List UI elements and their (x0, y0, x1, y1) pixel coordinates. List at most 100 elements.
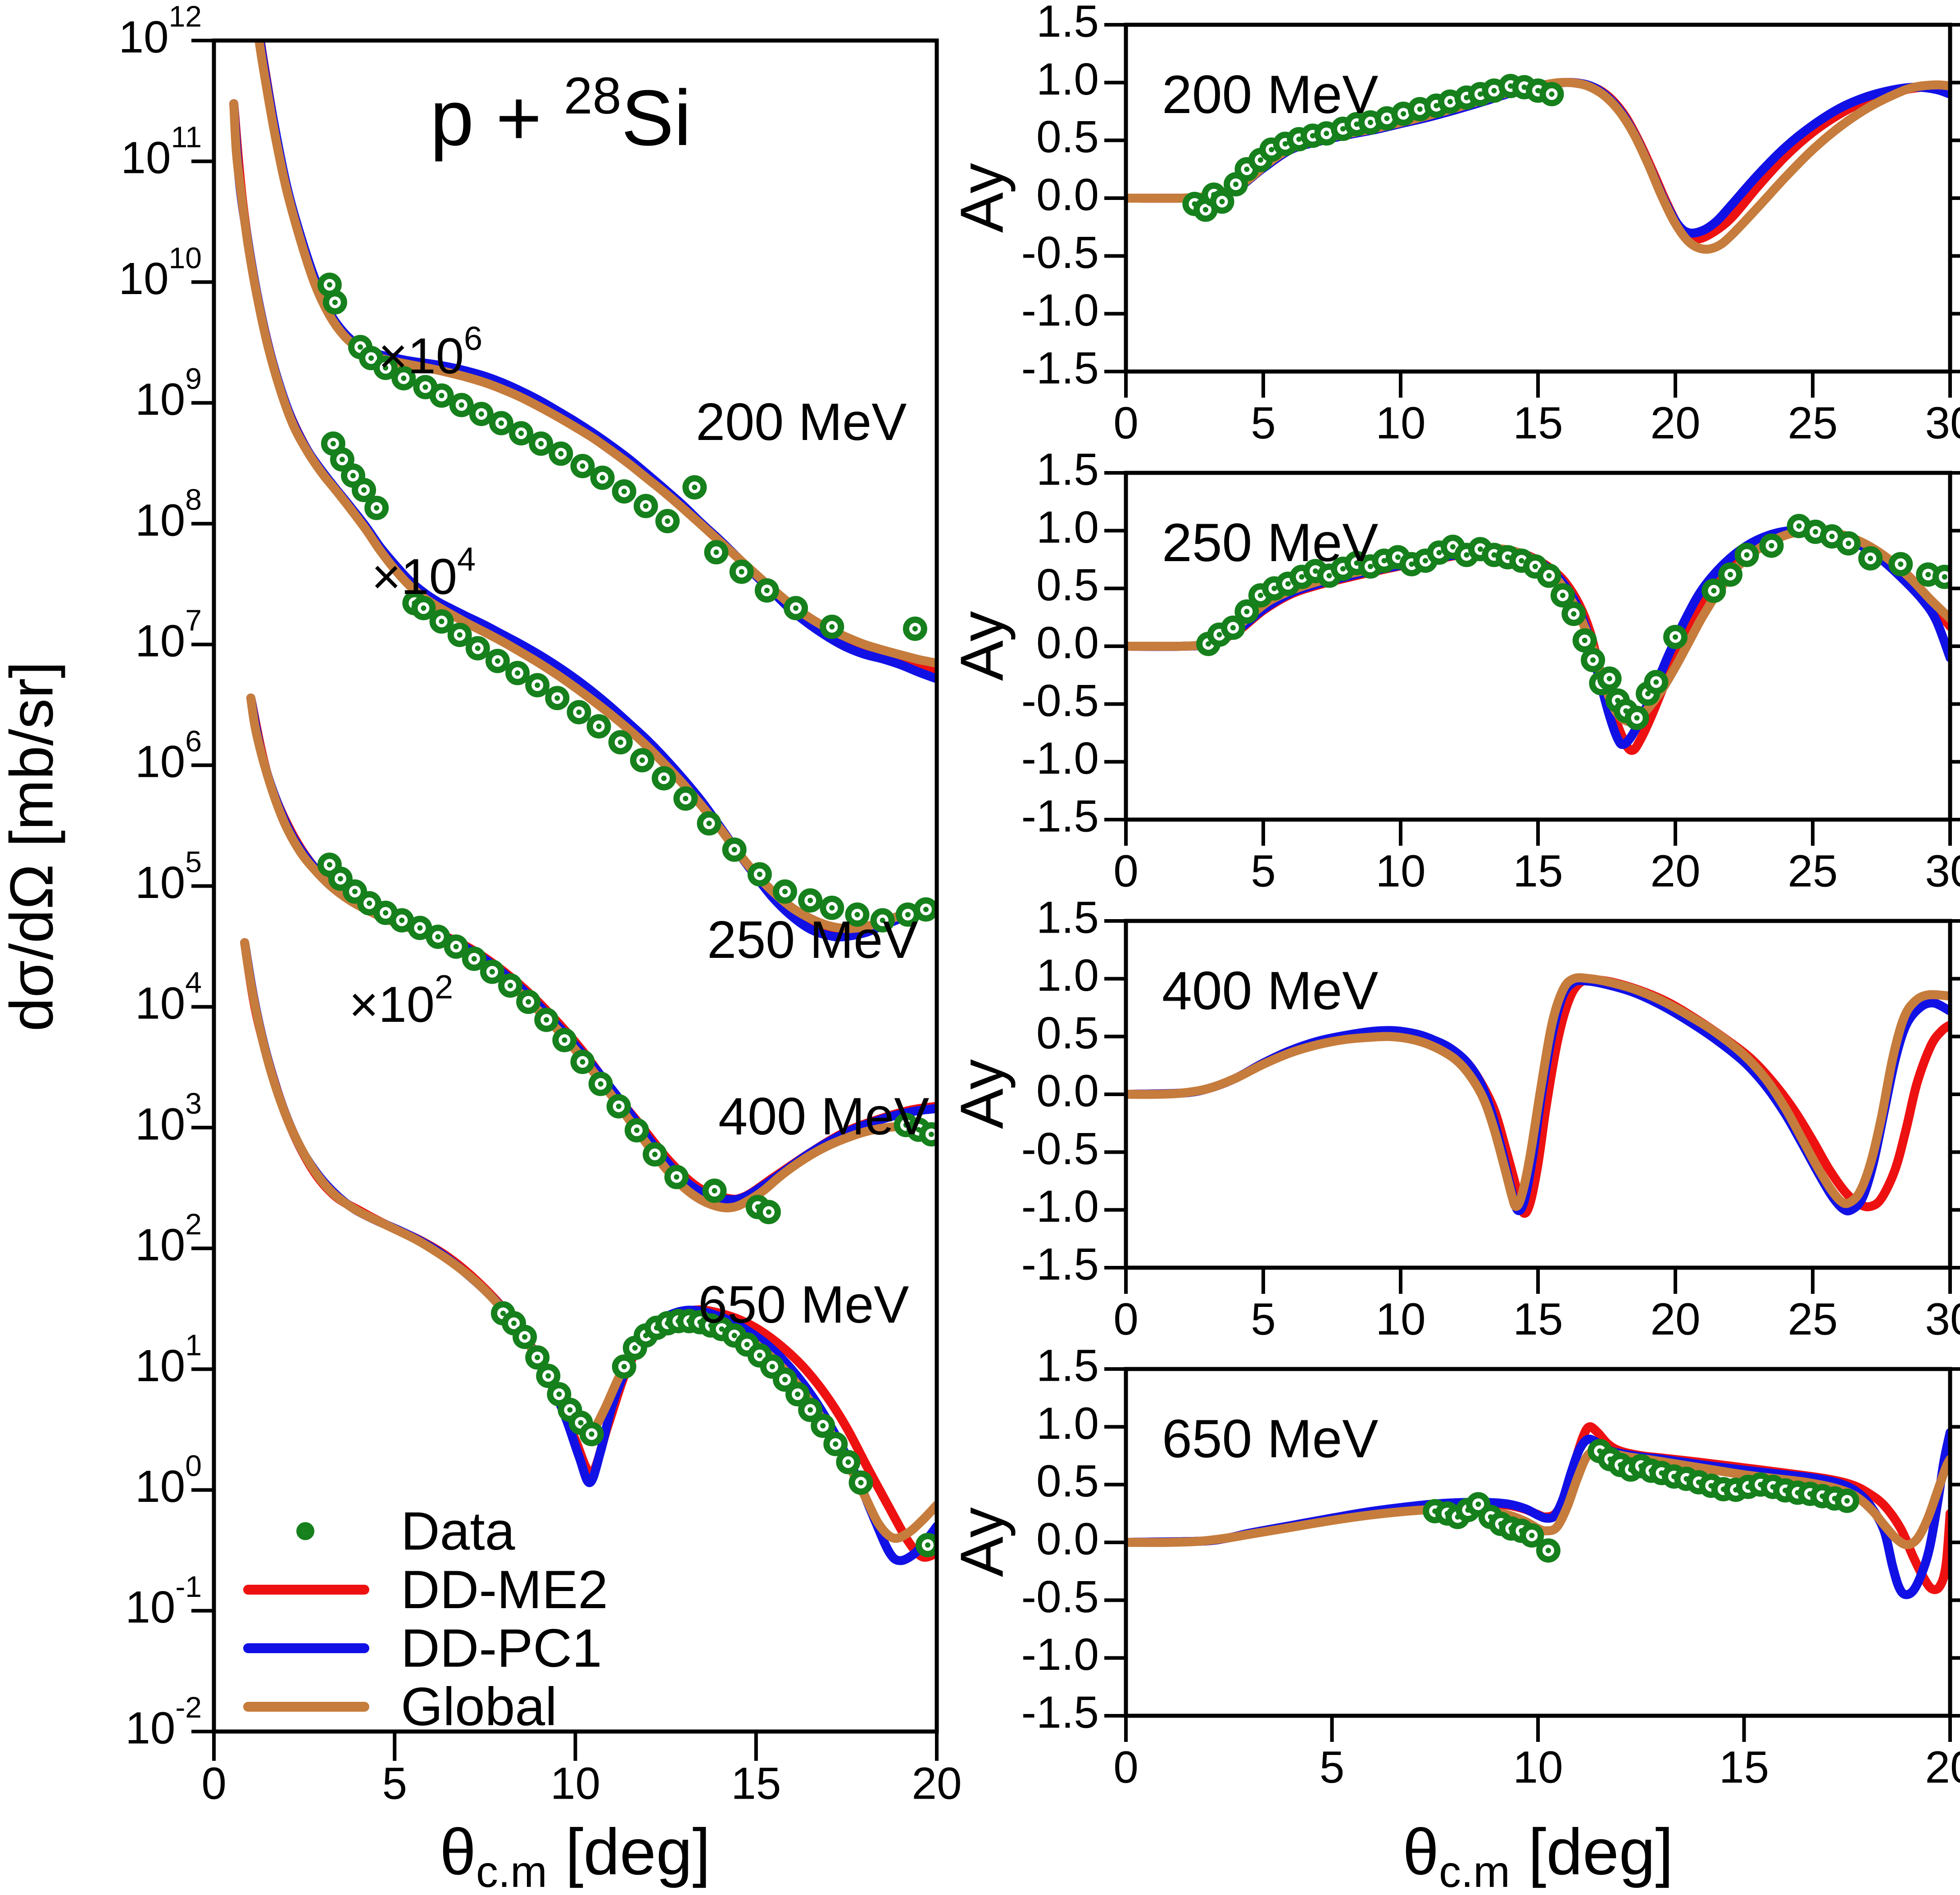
data-point-center (616, 1103, 622, 1109)
data-point-center (764, 588, 770, 594)
data-point-center (1868, 555, 1874, 561)
data-point-center (820, 1423, 826, 1429)
curve-ddme2-250-mev (229, 99, 937, 940)
x-tick-label: 0 (1113, 1294, 1139, 1344)
x-tick-label: 0 (201, 1758, 227, 1809)
data-point-center (1545, 1547, 1551, 1553)
data-point-center (589, 1431, 594, 1437)
data-point-center (439, 619, 445, 625)
data-point-center (457, 632, 463, 638)
data-point-center (1491, 552, 1497, 558)
y-tick-label: 0.0 (1036, 1514, 1099, 1564)
curve-global-200-mev (254, 41, 937, 668)
data-point-center (1829, 534, 1835, 539)
data-point-center (580, 463, 585, 469)
data-point-center (1269, 147, 1275, 153)
data-point-center (1244, 166, 1250, 172)
x-tick-label: 5 (1320, 1742, 1345, 1792)
data-point-center (1282, 141, 1288, 147)
curve-ddme2-650-mev (240, 938, 937, 1562)
y-tick-label: -0.5 (1021, 227, 1099, 278)
data-point-center (905, 911, 911, 917)
y-tick-label: 0.5 (1036, 112, 1099, 162)
y-tick-label: 0.0 (1036, 617, 1099, 668)
scale-label-1e2: ×102 (349, 968, 454, 1033)
left-panel-data-points (317, 272, 937, 1557)
right-panel-400-mev-curves (1126, 973, 1950, 1218)
right-panel-200-label: 200 MeV (1162, 64, 1379, 125)
right-panel-250-label: 250 MeV (1162, 512, 1379, 573)
x-tick-label: 20 (912, 1758, 962, 1809)
data-point-center (1582, 638, 1588, 644)
data-point-center (1475, 1501, 1481, 1507)
x-tick-label: 15 (1513, 398, 1563, 448)
data-point-center (339, 457, 345, 462)
data-point-center (782, 1377, 788, 1383)
data-point-center (643, 503, 649, 509)
data-point-center (1769, 543, 1774, 549)
ay-axis-label-4: Ay (948, 1507, 1016, 1578)
data-point-center (621, 489, 627, 494)
y-tick-label: 1.5 (1036, 1340, 1099, 1391)
y-tick-label: -1.5 (1021, 791, 1099, 841)
y-tick-label: 104 (135, 966, 202, 1029)
data-point-center (1535, 88, 1541, 94)
data-point-center (350, 473, 356, 479)
data-point-center (925, 1542, 930, 1548)
data-point-center (558, 451, 564, 457)
ay-axis-label-1: Ay (948, 163, 1016, 233)
y-tick-label: 105 (135, 845, 202, 908)
data-point-center (923, 907, 929, 912)
data-point-center (1925, 571, 1931, 577)
x-tick-label: 30 (1925, 846, 1960, 896)
x-tick-label: 20 (1650, 846, 1700, 896)
data-point-center (1401, 111, 1406, 117)
data-point-center (535, 1355, 540, 1360)
data-point-center (739, 569, 744, 575)
data-point-center (538, 441, 544, 447)
x-tick-label: 0 (1113, 846, 1139, 896)
data-point-center (1244, 609, 1250, 614)
x-tick-label: 10 (1375, 846, 1425, 896)
x-tick-label: 25 (1788, 1294, 1838, 1344)
data-point-center (795, 1392, 801, 1397)
x-tick-label: 10 (1375, 398, 1425, 448)
y-tick-label: 10-2 (125, 1691, 202, 1753)
legend-data-marker-icon (296, 1522, 314, 1540)
data-point-center (599, 475, 605, 481)
data-point-center (1434, 103, 1439, 109)
title-element: Si (621, 74, 692, 162)
y-tick-label: 0.5 (1036, 560, 1099, 610)
data-point-center (478, 411, 484, 417)
data-point-center (1477, 546, 1483, 552)
right-panel-data-points (1196, 514, 1950, 730)
data-point-center (1216, 632, 1222, 638)
x-tick-label: 5 (382, 1758, 407, 1809)
y-tick-label: 1.0 (1036, 502, 1099, 553)
data-point-center (1447, 99, 1453, 104)
data-point-center (1310, 133, 1316, 139)
data-point-center (769, 1364, 775, 1369)
right-panel-data-points (1423, 1439, 1860, 1563)
data-point-center (417, 925, 423, 931)
y-tick-label: -0.5 (1021, 675, 1099, 726)
x-tick-label: 15 (731, 1758, 781, 1809)
data-point-center (475, 645, 481, 651)
data-point-center (683, 796, 689, 802)
data-point-center (535, 682, 540, 688)
y-tick-label: -1.5 (1021, 1239, 1099, 1289)
right-x-axis-label: θc.m [deg] (1402, 1815, 1674, 1895)
y-tick-label: 1011 (121, 121, 202, 183)
x-tick-label: 30 (1925, 1294, 1960, 1344)
data-point-center (337, 876, 343, 882)
data-point-center (621, 1364, 627, 1369)
data-point-center (562, 1037, 567, 1043)
data-point-center (1271, 585, 1277, 591)
energy-label-400: 400 MeV (718, 1087, 930, 1146)
data-point-center (471, 956, 477, 961)
data-point-center (712, 1188, 717, 1194)
data-point-center (515, 670, 521, 676)
curve-ddpc1-250-mev (229, 99, 937, 942)
y-tick-label: -1.0 (1021, 285, 1099, 335)
data-point-center (1546, 573, 1552, 579)
